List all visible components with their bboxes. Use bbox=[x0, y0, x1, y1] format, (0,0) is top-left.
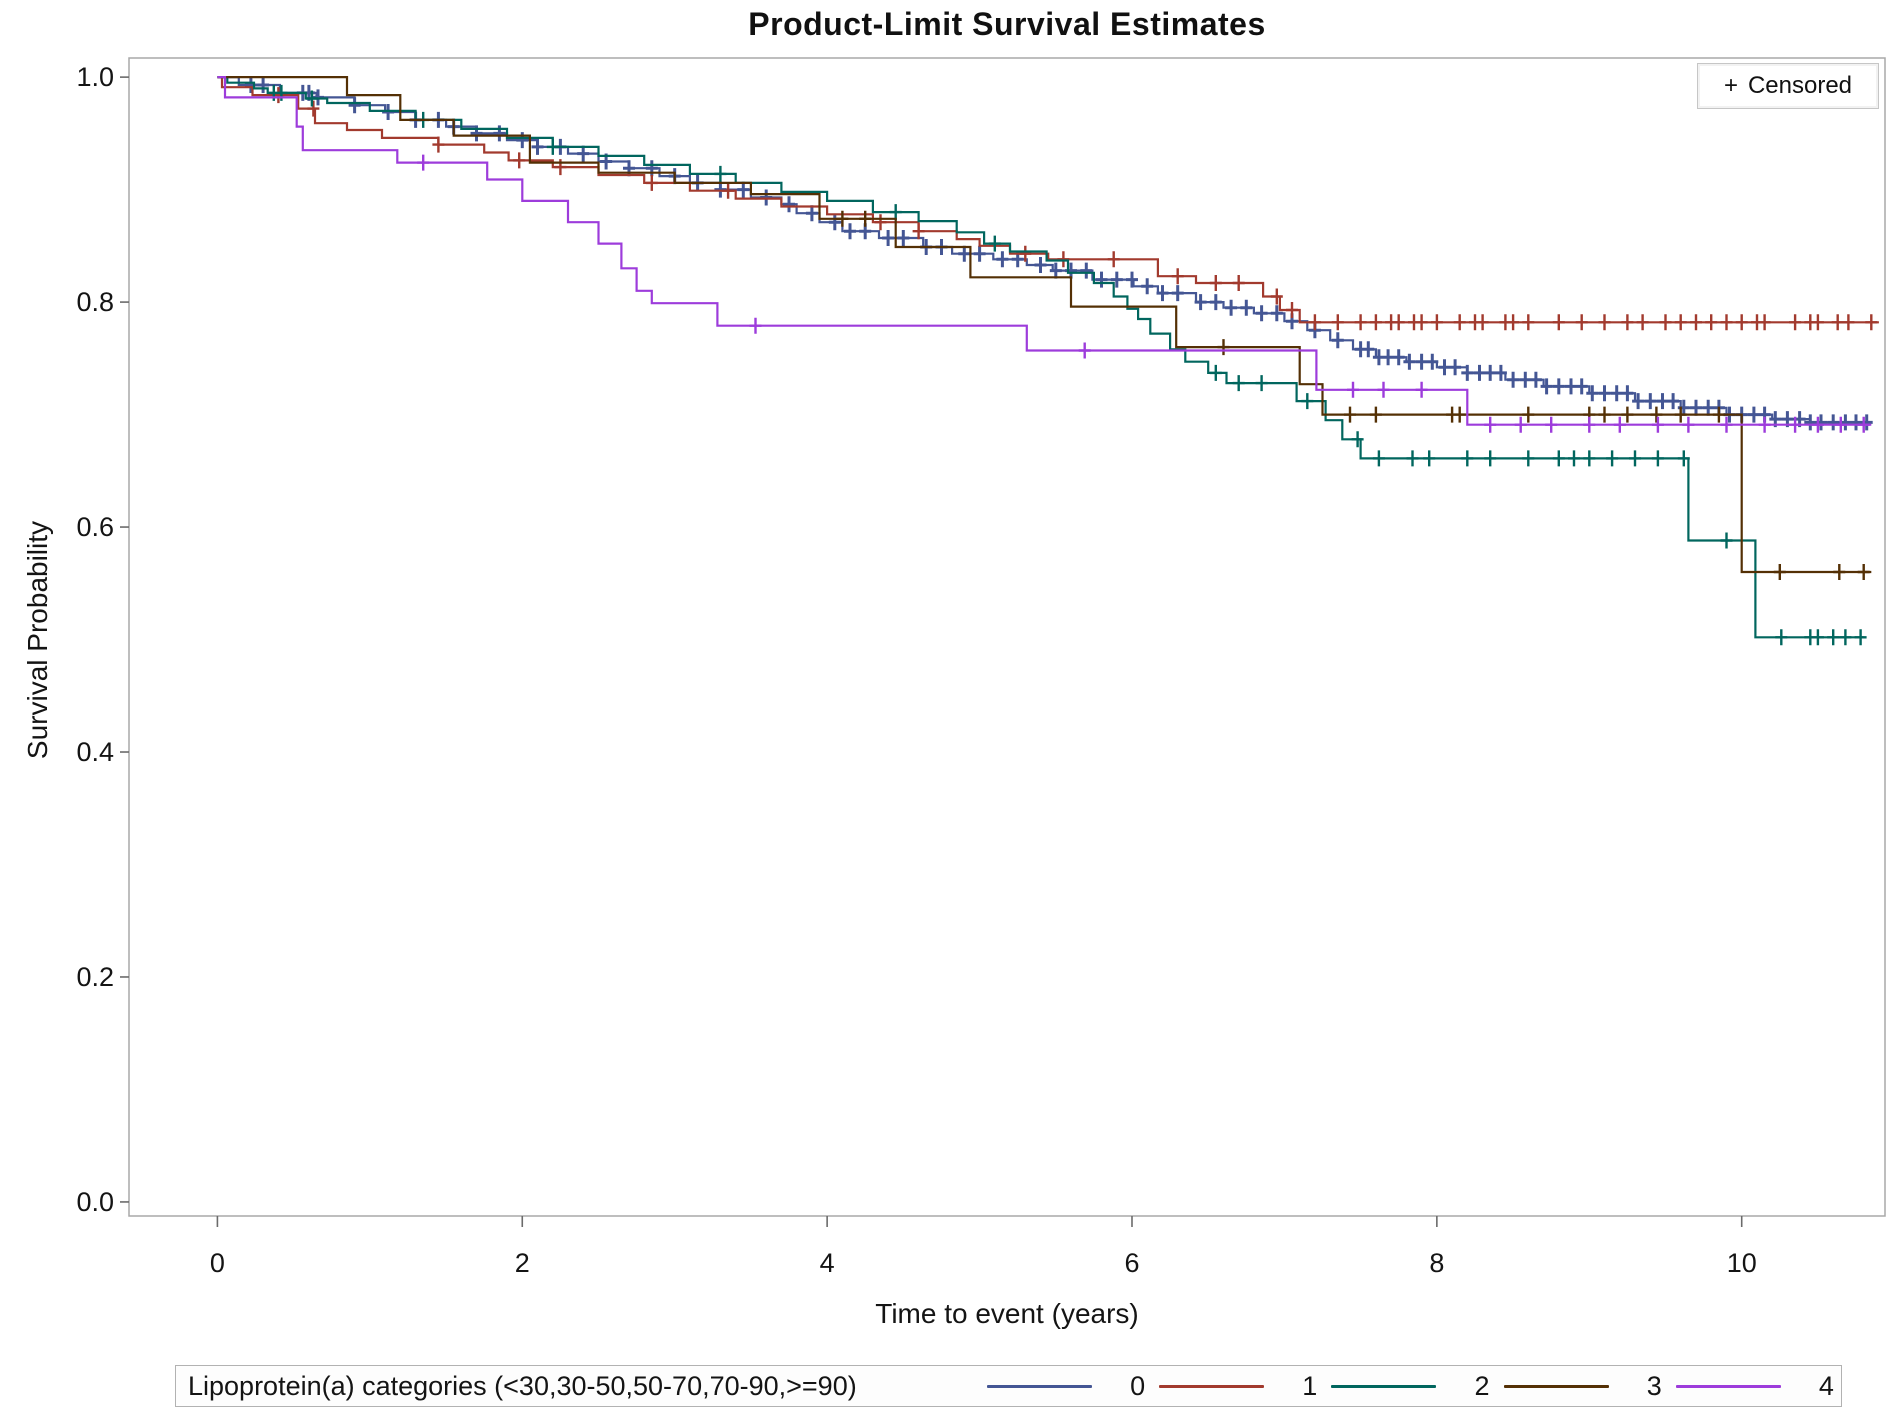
legend-entry-label: 0 bbox=[1130, 1370, 1146, 1401]
censor-marks-4 bbox=[417, 154, 1870, 433]
x-tick-label: 2 bbox=[515, 1248, 530, 1278]
y-tick-label: 0.8 bbox=[76, 287, 114, 317]
x-tick-label: 4 bbox=[820, 1248, 835, 1278]
legend-line-swatch-2 bbox=[1331, 1384, 1437, 1388]
legend-title: Lipoprotein(a) categories (<30,30-50,50-… bbox=[188, 1370, 857, 1401]
survival-curve-3 bbox=[217, 76, 1872, 574]
x-axis-label: Time to event (years) bbox=[875, 1298, 1139, 1329]
censored-label: Censored bbox=[1747, 72, 1853, 99]
survival-curve-2 bbox=[217, 76, 1864, 639]
legend-entry-0: 0 bbox=[980, 1366, 1152, 1406]
legend-entries: 0 1 2 3 4 bbox=[980, 1366, 1841, 1406]
legend-entry-label: 4 bbox=[1818, 1370, 1834, 1401]
x-tick-label: 6 bbox=[1124, 1248, 1139, 1278]
y-tick-label: 0.6 bbox=[76, 512, 114, 542]
censor-marks-2 bbox=[267, 84, 1867, 646]
x-tick-label: 8 bbox=[1429, 1248, 1444, 1278]
legend-entry-2: 2 bbox=[1324, 1366, 1496, 1406]
censor-marks-3 bbox=[836, 210, 1870, 580]
survival-curve-1 bbox=[217, 76, 1879, 324]
legend-line-swatch-0 bbox=[987, 1384, 1093, 1388]
legend-line-swatch-1 bbox=[1159, 1384, 1265, 1388]
plot-frame bbox=[128, 57, 1886, 1217]
legend-entry-label: 1 bbox=[1302, 1370, 1318, 1401]
legend-entry-label: 2 bbox=[1474, 1370, 1490, 1401]
legend-entry-1: 1 bbox=[1152, 1366, 1324, 1406]
x-tick-label: 10 bbox=[1727, 1248, 1757, 1278]
group-legend: Lipoprotein(a) categories (<30,30-50,50-… bbox=[175, 1365, 1842, 1407]
censored-plus-icon: + bbox=[1723, 72, 1738, 99]
legend-entry-label: 3 bbox=[1646, 1370, 1662, 1401]
legend-entry-3: 3 bbox=[1497, 1366, 1669, 1406]
x-tick-label: 0 bbox=[210, 1248, 225, 1278]
legend-line-swatch-4 bbox=[1675, 1384, 1781, 1388]
y-tick-label: 1.0 bbox=[76, 62, 114, 92]
y-tick-label: 0.0 bbox=[76, 1187, 114, 1217]
censor-marks-1 bbox=[272, 87, 1878, 331]
legend-line-swatch-3 bbox=[1503, 1384, 1609, 1388]
survival-curve-4 bbox=[217, 76, 1872, 426]
chart-title: Product-Limit Survival Estimates bbox=[748, 6, 1266, 42]
censor-marks-0 bbox=[244, 77, 1873, 431]
y-axis-label: Survival Probability bbox=[22, 520, 53, 760]
y-tick-label: 0.2 bbox=[76, 962, 114, 992]
y-tick-label: 0.4 bbox=[76, 737, 114, 767]
legend-entry-4: 4 bbox=[1669, 1366, 1841, 1406]
censored-legend-box: + Censored bbox=[1697, 63, 1879, 109]
